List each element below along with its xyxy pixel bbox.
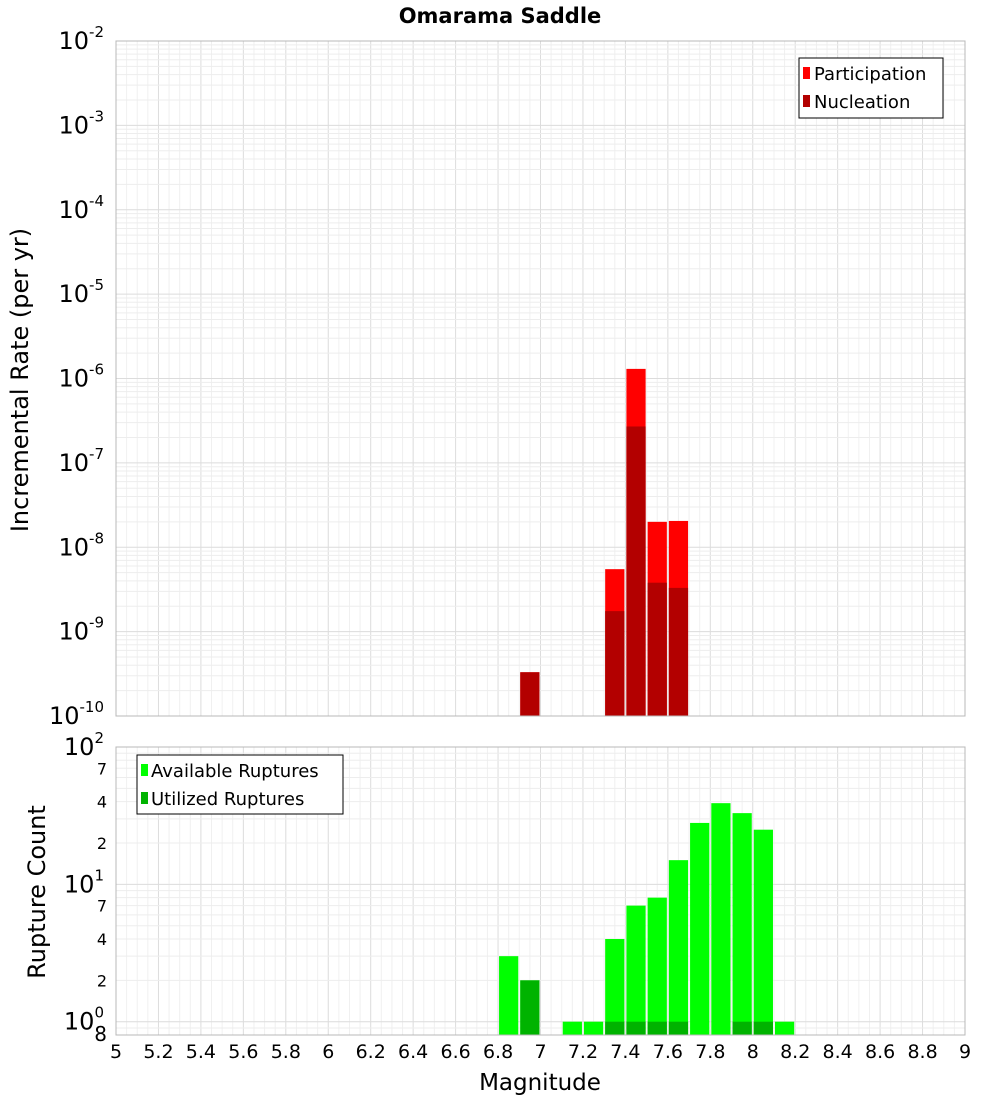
legend-label-participation: Participation (814, 64, 926, 85)
nucleation-bar (668, 587, 689, 716)
available-ruptures-bar (647, 897, 667, 1035)
nucleation-bar (605, 611, 625, 716)
utilized-ruptures-bar (753, 1021, 773, 1035)
count-y-tick-label: 102 (64, 729, 104, 761)
x-tick-label: 7.2 (568, 1041, 598, 1063)
available-ruptures-bar (626, 905, 646, 1035)
rate-legend: Participation Nucleation (798, 57, 944, 119)
magnitude-x-ticks: 5 5.2 5.4 5.6 5.8 6 6.2 6.4 6.6 6.8 7 7.2 7.4 7.6 7.8 8… (110, 1041, 971, 1063)
available-ruptures-bar (605, 939, 625, 1035)
x-tick-label: 6 (322, 1041, 334, 1063)
x-tick-label: 7.6 (653, 1041, 683, 1063)
utilized-ruptures-bar (647, 1021, 667, 1035)
x-tick-label: 5.4 (186, 1041, 216, 1063)
count-y-minor-tick-label: 4 (97, 793, 107, 812)
nucleation-bar (520, 672, 540, 716)
rate-panel: 10-10 10-9 10-8 10-7 10-6 10-5 10-4 10-3 10-2 In… (6, 23, 966, 730)
legend-swatch-participation (803, 67, 810, 79)
rate-bars (520, 368, 689, 716)
utilized-ruptures-bar (732, 1021, 752, 1035)
x-tick-label: 6.2 (356, 1041, 386, 1063)
legend-swatch-utilized (141, 792, 148, 804)
legend-label-nucleation: Nucleation (814, 92, 910, 113)
x-tick-label: 7.4 (610, 1041, 640, 1063)
rate-y-tick-label: 10-10 (49, 698, 104, 730)
count-y-minor-tick-label: 7 (97, 897, 107, 916)
available-ruptures-bar (583, 1021, 604, 1035)
count-y-axis-label: Rupture Count (23, 805, 51, 979)
rate-y-tick-label: 10-9 (58, 614, 104, 646)
legend-swatch-nucleation (803, 95, 810, 107)
legend-swatch-available (141, 764, 148, 776)
x-tick-label: 8 (747, 1041, 759, 1063)
x-tick-label: 5 (110, 1041, 122, 1063)
x-tick-label: 9 (959, 1041, 971, 1063)
available-ruptures-bar (690, 822, 710, 1035)
x-tick-label: 7 (534, 1041, 546, 1063)
rate-y-tick-label: 10-4 (58, 192, 104, 224)
x-tick-label: 6.6 (440, 1041, 470, 1063)
count-legend: Available Ruptures Utilized Ruptures (136, 754, 344, 815)
rate-y-tick-label: 10-5 (58, 276, 104, 308)
rate-y-tick-label: 10-6 (58, 361, 104, 393)
utilized-ruptures-bar (626, 1021, 646, 1035)
available-ruptures-bar (732, 813, 752, 1035)
count-y-minor-tick-label: 2 (97, 834, 107, 853)
available-ruptures-bar (668, 860, 689, 1035)
count-panel: 100 101 102 8 2 4 7 2 4 7 5 5.2 5.4 5.6 5.8 6 6.2 6.4 6.6… (23, 729, 971, 1096)
count-y-tick-label: 100 (64, 1004, 104, 1036)
chart-title: Omarama Saddle (399, 4, 602, 28)
legend-label-available: Available Ruptures (151, 761, 319, 782)
x-tick-label: 5.2 (143, 1041, 173, 1063)
available-ruptures-bar (562, 1021, 582, 1035)
count-bars (499, 803, 795, 1035)
x-tick-label: 8.6 (865, 1041, 895, 1063)
utilized-ruptures-bar (520, 980, 540, 1035)
rate-y-tick-label: 10-7 (58, 445, 104, 477)
count-y-minor-tick-label: 2 (97, 971, 107, 990)
x-tick-label: 5.8 (271, 1041, 301, 1063)
available-ruptures-bar (499, 956, 519, 1035)
rate-y-axis-label: Incremental Rate (per yr) (6, 228, 34, 532)
legend-label-utilized: Utilized Ruptures (151, 789, 304, 810)
x-axis-label: Magnitude (479, 1070, 601, 1096)
x-tick-label: 8.2 (780, 1041, 810, 1063)
available-ruptures-bar (774, 1021, 795, 1035)
rate-grid (115, 41, 966, 717)
count-y-tick-label: 101 (64, 866, 104, 898)
available-ruptures-bar (753, 829, 773, 1035)
rate-y-tick-label: 10-3 (58, 107, 104, 139)
count-y-minor-tick-label: 8 (94, 1022, 107, 1046)
rate-y-tick-label: 10-2 (58, 23, 104, 55)
count-y-minor-tick-label: 7 (97, 759, 107, 778)
rate-y-ticks: 10-10 10-9 10-8 10-7 10-6 10-5 10-4 10-3 10-2 (49, 23, 104, 730)
x-tick-label: 5.6 (228, 1041, 258, 1063)
nucleation-bar (647, 582, 667, 716)
available-ruptures-bar (711, 803, 731, 1035)
utilized-ruptures-bar (668, 1021, 689, 1035)
nucleation-bar (626, 426, 646, 716)
x-tick-label: 6.8 (483, 1041, 513, 1063)
count-y-minor-tick-label: 4 (97, 930, 107, 949)
rate-y-tick-label: 10-8 (58, 529, 104, 561)
x-tick-label: 8.4 (823, 1041, 853, 1063)
count-y-ticks: 100 101 102 8 2 4 7 2 4 7 (64, 729, 107, 1046)
x-tick-label: 7.8 (695, 1041, 725, 1063)
x-tick-label: 8.8 (907, 1041, 937, 1063)
x-tick-label: 6.4 (398, 1041, 428, 1063)
utilized-ruptures-bar (605, 1021, 625, 1035)
